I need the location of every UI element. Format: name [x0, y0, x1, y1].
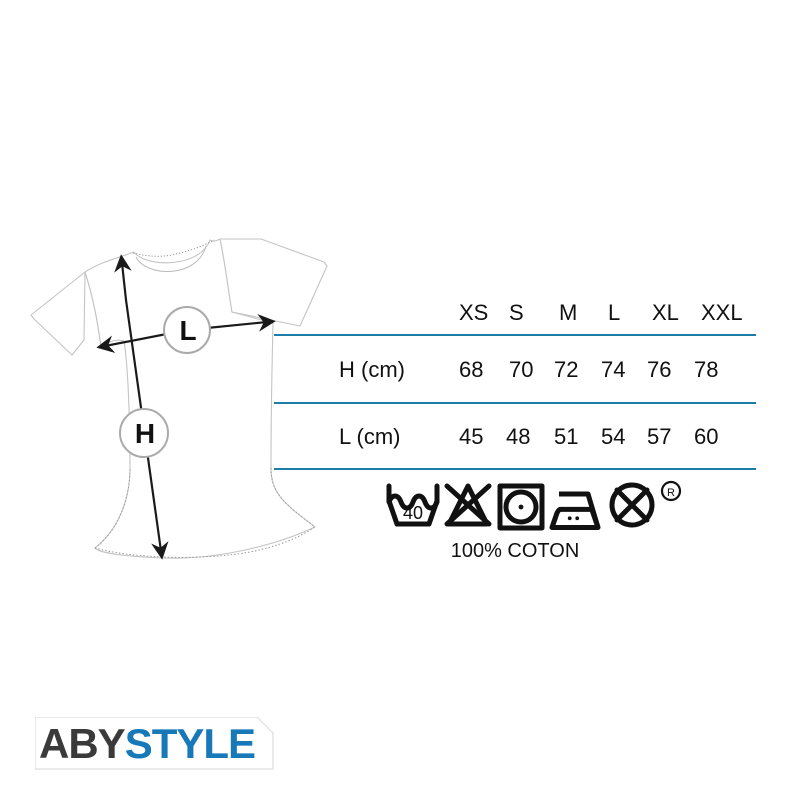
- svg-text:40: 40: [403, 503, 423, 523]
- svg-text:ABYSTYLE: ABYSTYLE: [39, 720, 255, 767]
- svg-text:R: R: [667, 487, 675, 499]
